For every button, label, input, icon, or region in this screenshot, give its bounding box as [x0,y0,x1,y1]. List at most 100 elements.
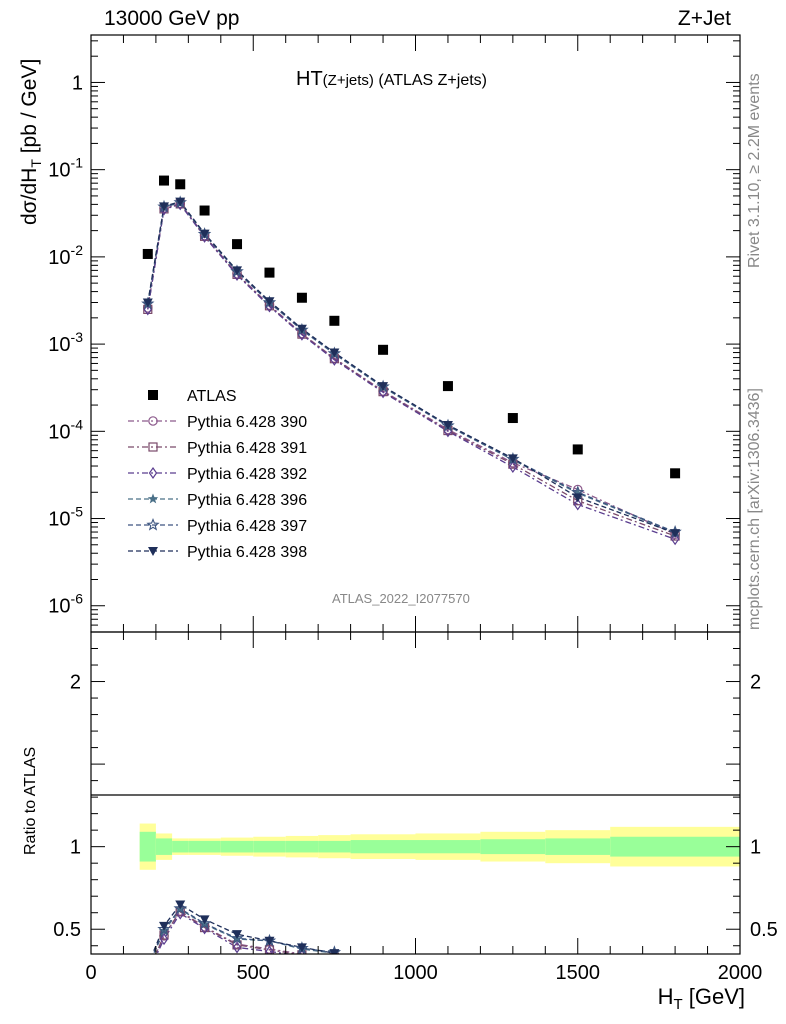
series-marker [264,297,275,307]
series-line [147,203,676,537]
series-marker [232,266,243,276]
series-line [147,200,676,534]
legend-label: Pythia 6.428 398 [187,544,307,561]
band-inner-bin [220,840,254,853]
main-y-tick-label: 10-6 [48,591,83,618]
uncertainty-bands [139,823,740,870]
atlas-data-point [378,344,389,355]
analysis-watermark: ATLAS_2022_I2077570 [332,591,470,606]
ratio-y-tick-label-right: 1 [750,837,761,859]
series-marker [442,421,453,431]
series-marker [175,197,186,207]
main-series [141,175,682,546]
x-tick-label: 0 [85,962,96,984]
ratio-series-marker [264,936,275,946]
ratio-series-marker [143,962,153,972]
legend-marker [148,547,158,556]
series-marker [670,529,681,539]
legend-marker [148,390,158,400]
ratio-series-marker [175,900,186,910]
series-marker [330,353,339,366]
legend-label: Pythia 6.428 390 [187,414,307,431]
atlas-data-point [329,315,340,326]
band-inner-bin [155,838,173,855]
ratio-series-marker [144,968,152,976]
atlas-data-point [264,267,275,278]
ratio-y-tick-label-right: 0.5 [750,919,778,941]
ratio-series-marker [143,962,153,972]
legend-marker [148,466,158,480]
legend-label: Pythia 6.428 392 [187,466,307,483]
xlabel-sub: T [673,996,683,1013]
main-ylabel-sub: T [28,159,44,168]
series-marker [670,533,680,546]
ratio-series-marker [333,952,336,954]
x-tick-label: 500 [237,962,270,984]
series-marker [508,460,518,474]
series-line [147,202,676,535]
main-y-tick-label: 10-5 [48,504,83,531]
ratio-series-marker [144,970,152,978]
main-panel-frame [90,34,741,633]
main-y-tick-label: 10-3 [48,329,83,356]
atlas-data-point [232,239,243,250]
band-inner-bin [545,838,611,855]
legend-label: Pythia 6.428 396 [187,492,307,509]
main-y-tick-label: 10-2 [48,242,83,269]
plot-title-rest: (ATLAS Z+jets) [373,72,487,89]
band-inner-bin [318,840,351,853]
ratio-y-tick-label: 0.5 [53,919,81,941]
ratio-series-marker [329,949,340,954]
ratio-series-marker [144,969,151,979]
x-tick-label: 1500 [556,962,601,984]
series-marker [159,202,170,212]
atlas-data-point [670,468,681,479]
ratio-y-tick-label-right: 2 [750,672,761,694]
x-tick-label: 2000 [718,962,763,984]
atlas-data-point [442,381,453,392]
atlas-data-point [175,179,186,190]
atlas-data-point [572,444,583,455]
series-line [147,201,676,534]
series-line [147,203,676,540]
legend-label: ATLAS [187,388,237,405]
main-y-tick-label: 10-4 [48,416,83,443]
band-inner-bin [172,840,189,853]
legend-label: Pythia 6.428 397 [187,518,307,535]
atlas-data-point [296,292,307,303]
axis-ticks: 1 10-1 10-2 10-3 10-4 10-5 10-6 0 500 1000 1500 200… [48,35,778,984]
legend-marker [148,442,158,452]
legend-marker [148,416,158,426]
main-y-axis-label: dσ/dHT [pb / GeV] [18,59,44,225]
series-marker [329,348,340,358]
atlas-data-point [159,175,170,186]
legend-marker [147,493,159,504]
plot-title: HT(Z+jets) (ATLAS Z+jets) [296,68,487,91]
series-marker [142,298,153,308]
ratio-y-tick-label: 1 [70,837,81,859]
band-inner-bin [285,840,319,853]
ratio-series-marker [159,933,169,946]
plot-title-main: HT [296,68,323,90]
atlas-data-point [507,413,518,424]
site-watermark: mcplots.cern.ch [arXiv:1306.3436] [746,388,763,630]
series-marker [507,454,518,464]
ratio-series-marker [197,916,212,930]
ratio-series-marker [143,962,153,971]
ratio-series-marker [173,901,188,915]
energy-label: 13000 GeV pp [104,7,240,30]
band-inner-bin [610,836,740,857]
series-marker [199,229,210,239]
rivet-watermark: Rivet 3.1.10, ≥ 2.2M events [746,73,763,268]
band-inner-bin [253,840,286,853]
main-ylabel-main: dσ/dH [18,167,41,225]
series-marker [573,498,582,511]
series-marker [378,382,389,392]
plot-title-sub: (Z+jets) [322,72,374,89]
ratio-series-marker [232,930,243,940]
ratio-series-marker [265,945,274,954]
x-tick-label: 1000 [393,962,438,984]
x-axis-label: HT [GeV] [658,984,745,1013]
main-y-tick-label: 1 [72,72,83,94]
